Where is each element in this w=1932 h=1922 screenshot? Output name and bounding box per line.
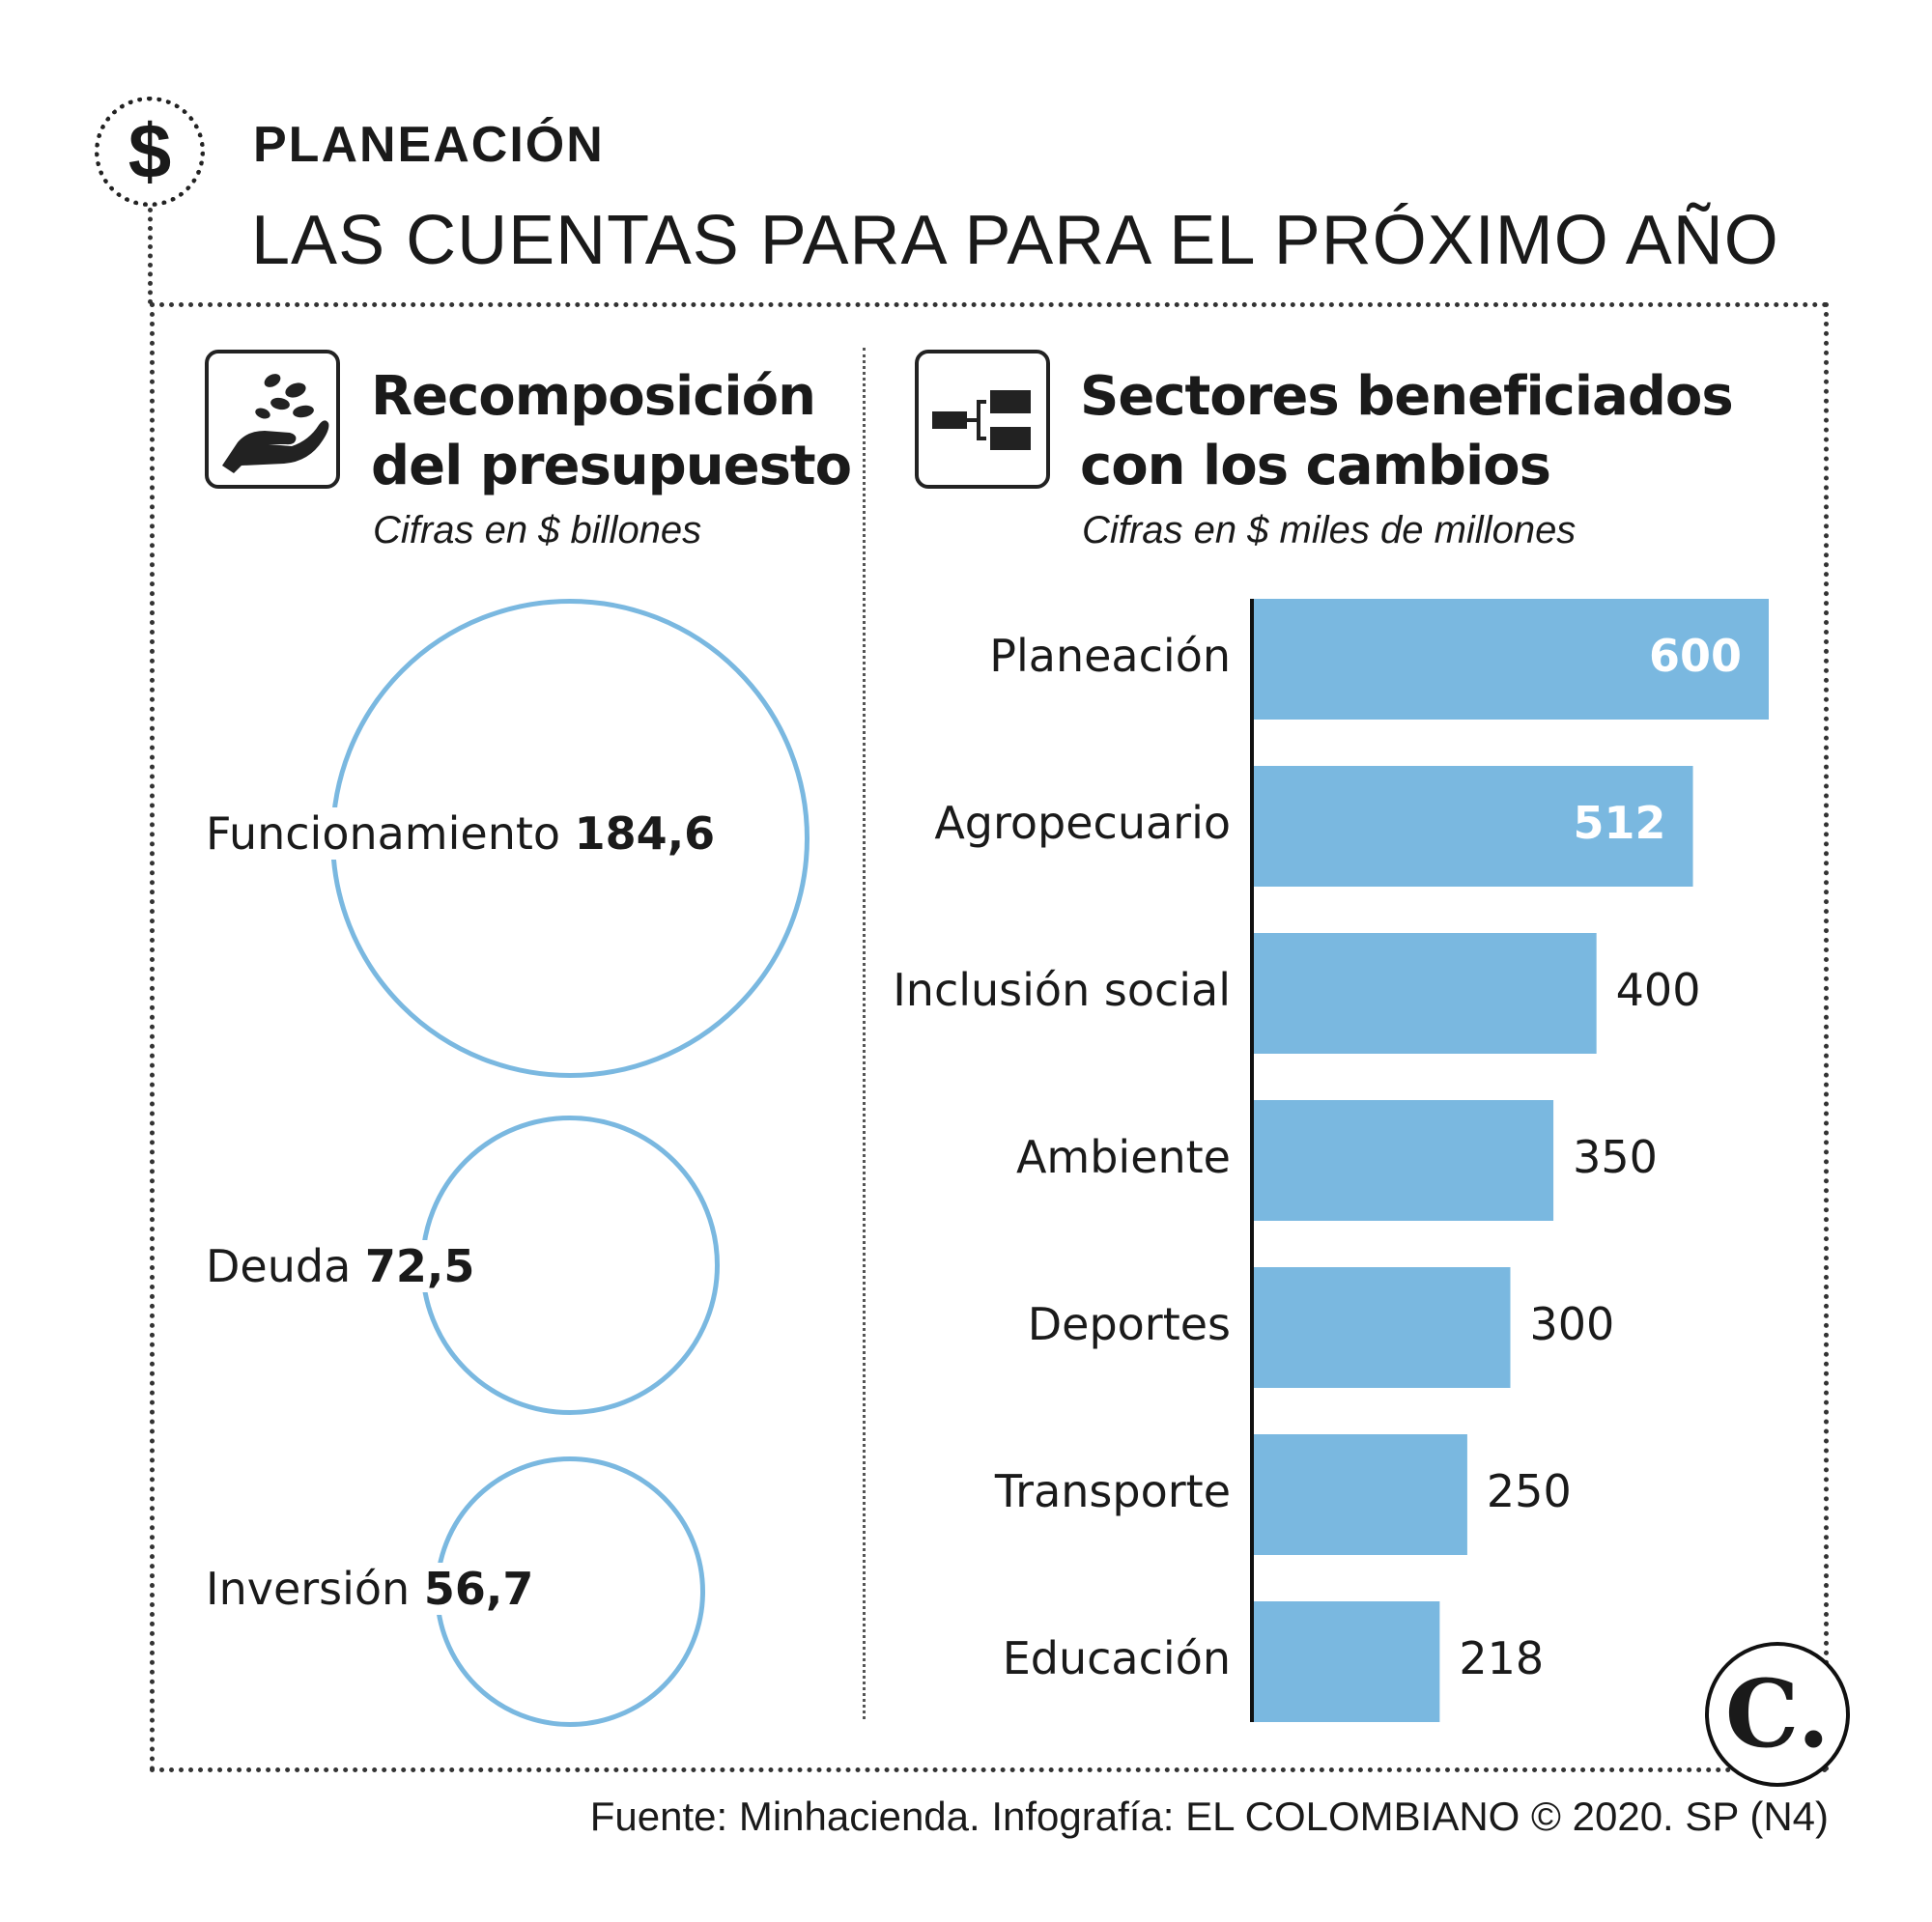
bar-value-label: 300 [1530, 1298, 1615, 1350]
bar-category-label: Inclusión social [893, 964, 1231, 1016]
bar-value-label: 600 [1649, 630, 1742, 682]
bar-value-label: 400 [1616, 964, 1701, 1016]
dotted-frame [150, 302, 1829, 1772]
bar-category-label: Transporte [994, 1465, 1231, 1517]
right-subtitle: Cifras en $ miles de millones [1082, 509, 1577, 551]
el-colombiano-logo: C. [1705, 1642, 1850, 1787]
label-funcionamiento-value: 184,6 [574, 807, 716, 860]
bar-category-label: Planeación [989, 630, 1231, 682]
dollar-sign-icon: $ [128, 108, 172, 194]
bar-4 [1252, 1267, 1511, 1388]
hand-coins-icon [205, 350, 340, 489]
branch-diagram-icon [915, 350, 1050, 489]
panel-divider [863, 348, 866, 1719]
bar-0 [1252, 599, 1769, 720]
kicker: PLANEACIÓN [253, 117, 605, 173]
left-title-line2: del presupuesto [371, 435, 852, 497]
bar-chart: Planeación 600 Agropecuario 512 Inclusión so… [893, 599, 1769, 1722]
bar-value-label: 250 [1487, 1465, 1572, 1517]
bar-category-label: Ambiente [1016, 1131, 1231, 1183]
bar-value-label: 350 [1573, 1131, 1658, 1183]
bar-6 [1252, 1601, 1440, 1722]
source-note: Fuente: Minhacienda. Infografía: EL COLO… [589, 1794, 1829, 1839]
right-title-line2: con los cambios [1080, 435, 1551, 497]
left-title-line1: Recomposición [371, 365, 816, 428]
label-deuda: Deuda 72,5 [206, 1240, 479, 1292]
bar-category-label: Agropecuario [934, 797, 1231, 849]
label-deuda-name: Deuda [206, 1240, 352, 1292]
bar-2 [1252, 933, 1597, 1054]
bar-category-label: Educación [1003, 1632, 1231, 1684]
bar-value-label: 512 [1574, 797, 1666, 849]
label-inversion-name: Inversión [206, 1563, 411, 1615]
dotted-connector [148, 208, 153, 304]
bar-3 [1252, 1100, 1554, 1221]
page-title: LAS CUENTAS PARA PARA EL PRÓXIMO AÑO [251, 202, 1779, 279]
label-deuda-value: 72,5 [364, 1240, 475, 1292]
label-funcionamiento: Funcionamiento 184,6 [206, 807, 720, 860]
bar-1 [1252, 766, 1693, 887]
left-subtitle: Cifras en $ billones [373, 509, 702, 551]
bar-value-label: 218 [1459, 1632, 1544, 1684]
right-title-line1: Sectores beneficiados [1080, 365, 1734, 428]
label-inversion-value: 56,7 [423, 1563, 534, 1615]
bar-category-label: Deportes [1028, 1298, 1231, 1350]
label-funcionamiento-name: Funcionamiento [206, 807, 561, 860]
label-inversion: Inversión 56,7 [206, 1563, 538, 1615]
bar-5 [1252, 1434, 1467, 1555]
dollar-icon-ring [95, 97, 205, 207]
